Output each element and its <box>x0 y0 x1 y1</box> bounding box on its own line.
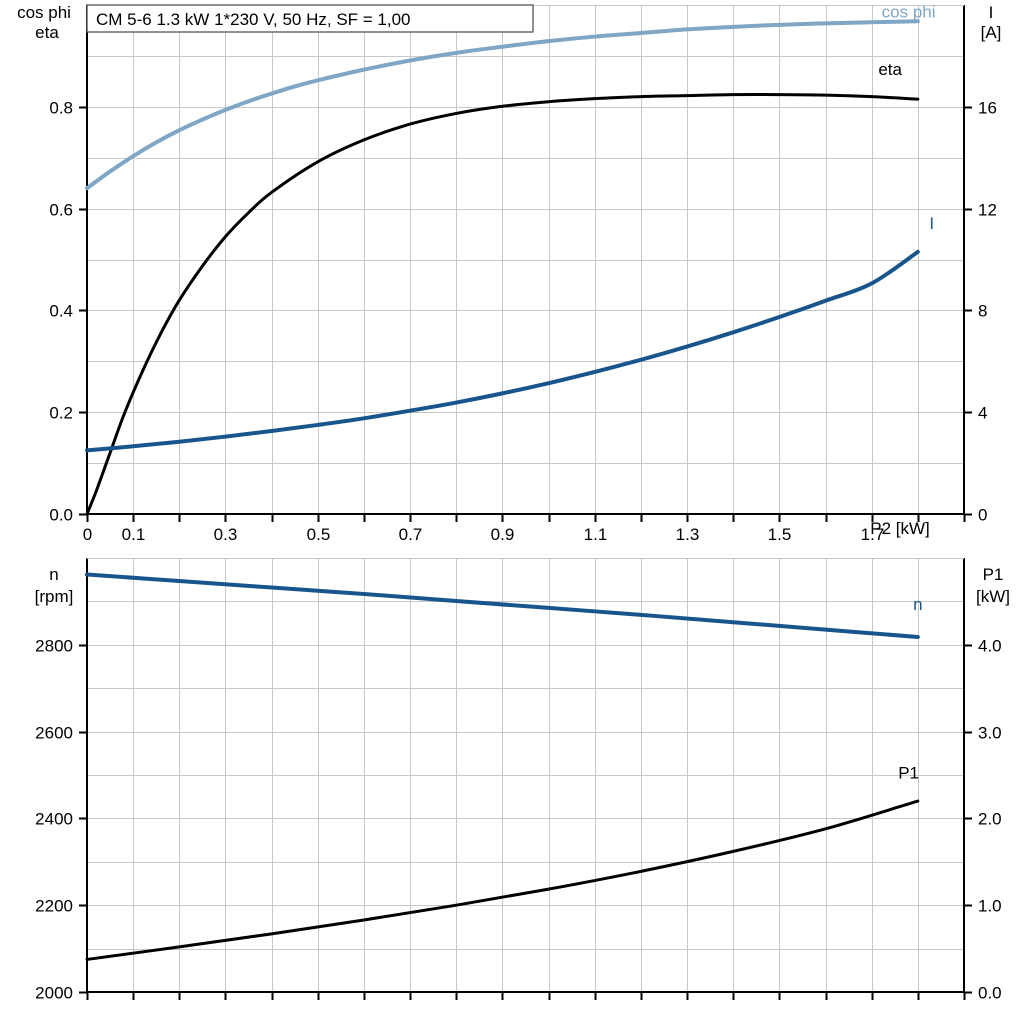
bottom-chart-gridlines <box>87 558 965 992</box>
x-tick-label: 0.1 <box>122 525 146 544</box>
x-tick-label: 1.1 <box>584 525 608 544</box>
curve-label-cos-phi: cos phi <box>882 3 936 22</box>
title-box <box>86 4 534 33</box>
curve-label-n: n <box>913 595 922 614</box>
y-tick-label-right: 0 <box>978 506 987 525</box>
y-tick-label-left: 2800 <box>35 637 73 656</box>
chart-title: CM 5-6 1.3 kW 1*230 V, 50 Hz, SF = 1,00 <box>96 10 411 29</box>
y-tick-label-left: 0.8 <box>49 99 73 118</box>
y-tick-label-left: 0.4 <box>49 302 73 321</box>
bottom-chart: 2000 2200 2400 2600 2800 0.0 1.0 2.0 3.0 4.0 n [r… <box>35 558 1010 1003</box>
x-tick-label: 0.3 <box>214 525 238 544</box>
bottom-right-axis-title-line2: [kW] <box>976 587 1010 606</box>
bottom-chart-curves <box>85 572 920 961</box>
bottom-chart-tick-labels: 2000 2200 2400 2600 2800 0.0 1.0 2.0 3.0 4.0 <box>35 637 1001 1003</box>
y-tick-label-left: 2200 <box>35 897 73 916</box>
top-left-axis-title-line2: eta <box>35 23 59 42</box>
curve-cos-phi <box>85 19 920 191</box>
curve-n <box>85 572 920 639</box>
y-tick-label-right: 12 <box>978 201 997 220</box>
x-tick-label: 0.9 <box>491 525 515 544</box>
top-chart-gridlines <box>87 5 965 514</box>
top-right-axis-title-line1: I <box>989 3 994 22</box>
y-tick-label-left: 0.2 <box>49 404 73 423</box>
top-left-axis-title-line1: cos phi <box>17 3 71 22</box>
bottom-chart-curve-labels: n P1 <box>898 595 922 782</box>
x-tick-label: 0 <box>83 525 92 544</box>
top-right-axis-title-line2: [A] <box>981 23 1002 42</box>
top-chart: 0 0.1 0.3 0.5 0.7 0.9 1.1 1.3 1.5 1.7 0.0 0.2 0.4 0.6… <box>17 3 1001 544</box>
x-tick-label: 1.3 <box>676 525 700 544</box>
y-tick-label-left: 2600 <box>35 724 73 743</box>
bottom-right-axis-title-line1: P1 <box>983 565 1004 584</box>
curve-eta <box>85 92 920 516</box>
y-tick-label-left: 2400 <box>35 810 73 829</box>
bottom-left-axis-title-line2: [rpm] <box>35 587 74 606</box>
y-tick-label-left: 2000 <box>35 984 73 1003</box>
curve-label-i: I <box>929 214 934 233</box>
y-tick-label-right: 4.0 <box>978 637 1002 656</box>
top-chart-curve-labels: cos phi eta I <box>878 3 935 233</box>
y-tick-label-left: 0.6 <box>49 201 73 220</box>
curve-label-p1: P1 <box>898 763 919 782</box>
y-tick-label-right: 4 <box>978 404 987 423</box>
top-chart-curves <box>85 19 920 516</box>
y-tick-label-right: 0.0 <box>978 984 1002 1003</box>
y-tick-label-right: 8 <box>978 302 987 321</box>
curve-p1 <box>85 799 920 961</box>
x-tick-label: 0.7 <box>399 525 423 544</box>
x-tick-label: 0.5 <box>307 525 331 544</box>
top-chart-ticks <box>79 106 972 522</box>
y-tick-label-left: 0.0 <box>49 506 73 525</box>
curve-label-eta: eta <box>878 60 902 79</box>
y-tick-label-right: 2.0 <box>978 810 1002 829</box>
y-tick-label-right: 3.0 <box>978 724 1002 743</box>
bottom-chart-frame <box>85 558 966 994</box>
top-x-axis-title: P2 [kW] <box>870 519 930 538</box>
bottom-chart-ticks <box>79 644 972 1000</box>
bottom-left-axis-title-line1: n <box>49 565 58 584</box>
x-tick-label: 1.7 <box>861 525 885 544</box>
x-tick-label: 1.5 <box>768 525 792 544</box>
y-tick-label-right: 16 <box>978 99 997 118</box>
top-chart-tick-labels: 0 0.1 0.3 0.5 0.7 0.9 1.1 1.3 1.5 1.7 0.0 0.2 0.4 0.6… <box>49 99 997 545</box>
curve-i <box>85 249 920 453</box>
y-tick-label-right: 1.0 <box>978 897 1002 916</box>
